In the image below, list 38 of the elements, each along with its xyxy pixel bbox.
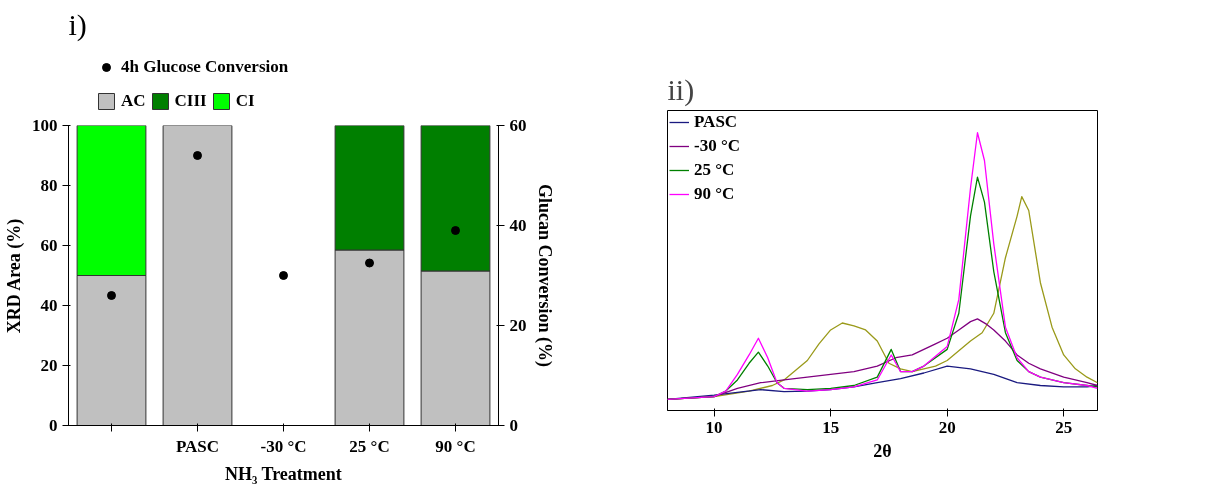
y-tick-label: 80	[40, 176, 58, 195]
x-tick-label: 90 °C	[435, 436, 476, 456]
point	[279, 271, 288, 280]
legend-label: CIII	[174, 91, 207, 111]
legend-label: AC	[121, 91, 146, 111]
y-tick-label: 40	[40, 296, 58, 315]
x-tick-label: 25	[1055, 417, 1073, 437]
point	[451, 226, 460, 235]
x-tick-label: 15	[822, 417, 840, 437]
y2-tick-label: 20	[509, 316, 527, 335]
x-tick-label: PASC	[175, 436, 220, 456]
x-axis-title: 2θ	[873, 440, 892, 461]
x-tick-label: -30 °C	[260, 436, 307, 456]
y2-tick-label: 0	[509, 416, 518, 435]
chart-title: ii)	[667, 72, 695, 107]
legend-label: 25 °C	[694, 160, 735, 180]
y-axis-title: XRD Area (%)	[4, 218, 25, 334]
point	[193, 151, 202, 160]
y2-tick-label: 40	[509, 216, 527, 235]
legend-label: CI	[235, 91, 256, 111]
y-tick-label: 20	[40, 356, 58, 375]
point	[107, 291, 116, 300]
bar	[162, 125, 233, 426]
chart-title: i)	[68, 7, 87, 42]
x-tick-label: 10	[705, 417, 723, 437]
y-tick-label: 0	[49, 416, 58, 435]
y-tick-label: 100	[32, 116, 58, 135]
y-tick-label: 60	[40, 236, 58, 255]
legend-label: 4h Glucose Conversion	[121, 57, 289, 77]
y2-axis-title: Glucan Conversion (%)	[533, 184, 555, 368]
legend-label: PASC	[694, 112, 738, 132]
legend-label: -30 °C	[694, 136, 740, 156]
legend-label: 90 °C	[694, 184, 735, 204]
point	[365, 258, 374, 268]
x-tick-label: 25 °C	[349, 436, 390, 456]
x-axis-title: NH₃ Treatment	[224, 463, 342, 484]
x-tick-label: 20	[938, 417, 956, 437]
y2-tick-label: 60	[509, 116, 527, 135]
